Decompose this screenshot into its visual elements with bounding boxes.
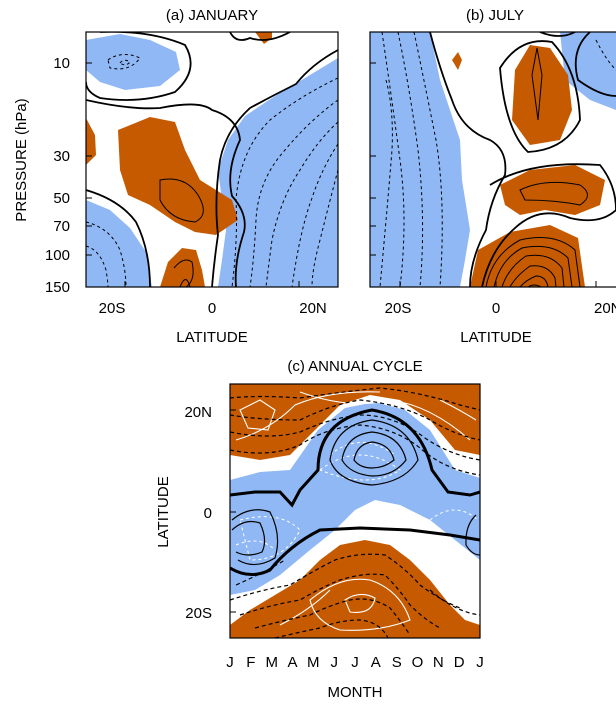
panel-c-xtick-9: O: [412, 654, 424, 671]
panel-b-title: (b) JULY: [466, 7, 524, 24]
panel-c-xtick-7: A: [371, 654, 381, 671]
panel-c-ylabel: LATITUDE: [155, 476, 172, 547]
panel-a-ytick-50: 50: [53, 190, 70, 207]
panel-c-xtick-1: F: [246, 654, 255, 671]
panel-a-y-ticks: [86, 62, 300, 288]
panel-a-title: (a) JANUARY: [166, 7, 258, 24]
panel-c-xtick-2: M: [265, 654, 278, 671]
panel-a-positive-region-left: [86, 118, 96, 165]
panel-b: (b) JULY: [369, 7, 616, 346]
panel-b-ticks: [370, 62, 597, 287]
panel-c-xtick-12: J: [476, 654, 484, 671]
panel-c-xtick-6: J: [351, 654, 359, 671]
panel-a-positive-region-center: [118, 117, 238, 235]
panel-c-ticks: [230, 409, 236, 613]
panel-a-positive-region-bottom: [160, 248, 205, 287]
panel-b-positive-region-dot: [452, 52, 462, 70]
panel-a-ylabel: PRESSURE (hPa): [13, 98, 30, 221]
panel-a-xtick-20n: 20N: [299, 300, 327, 317]
panel-c-xtick-4: M: [307, 654, 320, 671]
panel-c-ytick-20s: 20S: [185, 605, 212, 622]
panel-b-frame: [369, 31, 616, 288]
panel-b-positive-region-mid: [500, 165, 605, 215]
panel-b-positive-region-column: [512, 45, 572, 145]
panel-b-xtick-20n: 20N: [594, 300, 616, 317]
panel-a-ytick-30: 30: [53, 148, 70, 165]
panel-a-ytick-10: 10: [53, 55, 70, 72]
panel-b-xlabel: LATITUDE: [460, 329, 531, 346]
panel-c-xtick-8: S: [392, 654, 402, 671]
panel-a-negative-region-top: [86, 34, 180, 90]
panel-c-title: (c) ANNUAL CYCLE: [287, 358, 422, 375]
panel-b-xtick-0: 0: [492, 300, 500, 317]
panel-c-xtick-3: A: [287, 654, 297, 671]
panel-a-positive-region-top: [255, 32, 272, 44]
panel-b-xtick-20s: 20S: [385, 300, 412, 317]
panel-a-xtick-0: 0: [208, 300, 216, 317]
panel-c-ytick-20n: 20N: [184, 404, 212, 421]
panel-c-xtick-11: D: [454, 654, 465, 671]
panel-a-ytick-100: 100: [45, 247, 70, 264]
panel-a-ytick-70: 70: [53, 218, 70, 235]
panel-a-xlabel: LATITUDE: [176, 329, 247, 346]
panel-a-ytick-150: 150: [45, 279, 70, 296]
panel-c-xtick-0: J: [226, 654, 234, 671]
panel-c-xtick-5: J: [330, 654, 338, 671]
panel-c-xtick-10: N: [433, 654, 444, 671]
panel-a-xtick-20s: 20S: [99, 300, 126, 317]
panel-c-positive-region-south: [230, 540, 480, 638]
panel-a-negative-region-right: [218, 58, 338, 287]
panel-c: (c) ANNUAL CYCLE: [155, 358, 484, 701]
panel-c-ytick-0: 0: [204, 505, 212, 522]
panel-c-xlabel: MONTH: [328, 684, 383, 701]
panel-a-negative-region-bottom-left: [86, 200, 152, 287]
panel-c-positive-region-north: [230, 384, 480, 460]
panel-a: (a) JANUARY: [13, 7, 339, 346]
panel-c-frame: [229, 383, 481, 639]
panel-b-negative-region-left: [370, 32, 470, 287]
